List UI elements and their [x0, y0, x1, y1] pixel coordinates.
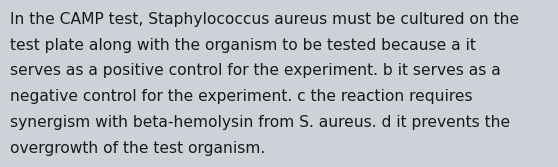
Text: In the CAMP test, Staphylococcus aureus must be cultured on the: In the CAMP test, Staphylococcus aureus … [10, 12, 519, 27]
Text: synergism with beta-hemolysin from S. aureus. d it prevents the: synergism with beta-hemolysin from S. au… [10, 115, 510, 130]
Text: test plate along with the organism to be tested because a it: test plate along with the organism to be… [10, 38, 476, 53]
Text: overgrowth of the test organism.: overgrowth of the test organism. [10, 141, 265, 156]
Text: negative control for the experiment. c the reaction requires: negative control for the experiment. c t… [10, 89, 473, 104]
Text: serves as a positive control for the experiment. b it serves as a: serves as a positive control for the exp… [10, 63, 501, 78]
